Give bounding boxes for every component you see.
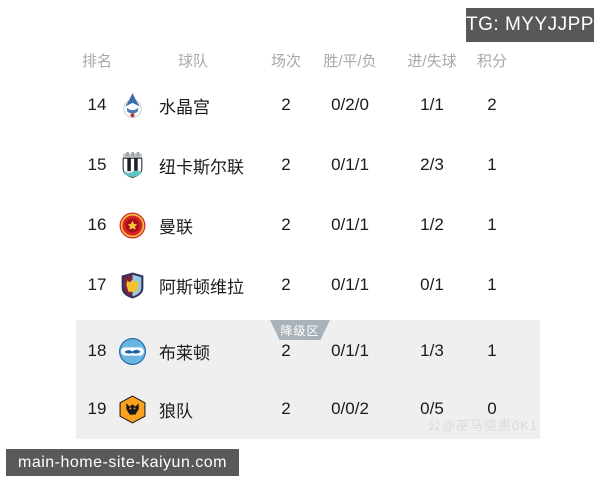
wdl-cell: 0/1/1 bbox=[331, 215, 369, 234]
wdl-cell: 0/1/1 bbox=[331, 341, 369, 360]
points-cell: 1 bbox=[487, 275, 497, 294]
points-cell: 2 bbox=[487, 95, 497, 114]
points-cell: 1 bbox=[487, 215, 497, 234]
team-cell: 阿斯顿维拉 bbox=[118, 271, 268, 300]
team-name: 布莱顿 bbox=[159, 343, 210, 363]
goals-cell: 0/5 bbox=[420, 399, 444, 418]
header-team: 球队 bbox=[177, 52, 208, 70]
crystal-palace-crest-icon bbox=[118, 91, 147, 120]
team-name: 水晶宫 bbox=[159, 97, 210, 117]
played-cell: 2 bbox=[281, 155, 291, 174]
played-cell: 2 bbox=[281, 95, 291, 114]
site-url-badge: main-home-site-kaiyun.com bbox=[6, 449, 240, 476]
aston-villa-crest-icon bbox=[118, 271, 147, 300]
played-cell: 2 bbox=[281, 341, 291, 360]
header-points: 积分 bbox=[476, 52, 507, 70]
watermark-text: 公@巫马骁惠0K1 bbox=[427, 418, 538, 433]
played-cell: 2 bbox=[281, 215, 291, 234]
table-row[interactable]: 16 曼联 2 0/1/1 1/2 1 bbox=[76, 195, 516, 255]
team-name: 纽卡斯尔联 bbox=[159, 157, 244, 177]
goals-cell: 2/3 bbox=[420, 155, 444, 174]
standings-rows: 14 水晶宫 2 0/2/0 1/1 2 15 纽卡斯尔联 2 0/1/1 2/… bbox=[76, 75, 516, 315]
rank-cell: 17 bbox=[87, 275, 107, 294]
goals-cell: 0/1 bbox=[420, 275, 444, 294]
rank-cell: 16 bbox=[87, 215, 107, 234]
team-cell: 布莱顿 bbox=[118, 337, 268, 366]
rank-cell: 15 bbox=[87, 155, 107, 174]
goals-cell: 1/2 bbox=[420, 215, 444, 234]
man-utd-crest-icon bbox=[118, 211, 147, 240]
team-cell: 曼联 bbox=[118, 211, 268, 240]
table-row[interactable]: 19 狼队 2 0/0/2 0/5 0 bbox=[76, 380, 516, 438]
goals-cell: 1/3 bbox=[420, 341, 444, 360]
newcastle-crest-icon bbox=[118, 151, 147, 180]
wdl-cell: 0/0/2 bbox=[331, 399, 369, 418]
played-cell: 2 bbox=[281, 399, 291, 418]
team-cell: 水晶宫 bbox=[118, 91, 268, 120]
wolves-crest-icon bbox=[118, 394, 147, 424]
brighton-crest-icon bbox=[118, 337, 147, 366]
team-name: 曼联 bbox=[159, 217, 193, 237]
team-cell: 狼队 bbox=[118, 394, 268, 424]
tg-contact-badge: TG: MYYJJPP bbox=[466, 8, 594, 42]
relegation-zone-tab: 降级区 bbox=[270, 320, 330, 340]
table-row[interactable]: 18 布莱顿 2 0/1/1 1/3 1 bbox=[76, 322, 516, 380]
header-played: 场次 bbox=[270, 52, 301, 70]
relegation-zone-panel: 降级区 18 布莱顿 2 0/1/1 1/3 1 19 狼队 2 0/0/2 0… bbox=[76, 320, 540, 439]
rank-cell: 14 bbox=[87, 95, 107, 114]
wdl-cell: 0/1/1 bbox=[331, 275, 369, 294]
wdl-cell: 0/2/0 bbox=[331, 95, 369, 114]
points-cell: 1 bbox=[487, 341, 497, 360]
points-cell: 1 bbox=[487, 155, 497, 174]
team-cell: 纽卡斯尔联 bbox=[118, 151, 268, 180]
header-wdl: 胜/平/负 bbox=[323, 52, 377, 70]
team-name: 阿斯顿维拉 bbox=[159, 277, 244, 297]
relegation-rows: 18 布莱顿 2 0/1/1 1/3 1 19 狼队 2 0/0/2 0/5 0 bbox=[76, 322, 516, 438]
wdl-cell: 0/1/1 bbox=[331, 155, 369, 174]
header-rank: 排名 bbox=[81, 52, 112, 70]
rank-cell: 18 bbox=[87, 341, 107, 360]
table-header: 排名 球队 场次 胜/平/负 进/失球 积分 bbox=[76, 48, 516, 72]
team-name: 狼队 bbox=[159, 401, 193, 421]
rank-cell: 19 bbox=[87, 399, 107, 418]
header-goals: 进/失球 bbox=[407, 52, 457, 70]
table-row[interactable]: 17 阿斯顿维拉 2 0/1/1 0/1 1 bbox=[76, 255, 516, 315]
table-row[interactable]: 15 纽卡斯尔联 2 0/1/1 2/3 1 bbox=[76, 135, 516, 195]
points-cell: 0 bbox=[487, 399, 497, 418]
table-row[interactable]: 14 水晶宫 2 0/2/0 1/1 2 bbox=[76, 75, 516, 135]
played-cell: 2 bbox=[281, 275, 291, 294]
goals-cell: 1/1 bbox=[420, 95, 444, 114]
